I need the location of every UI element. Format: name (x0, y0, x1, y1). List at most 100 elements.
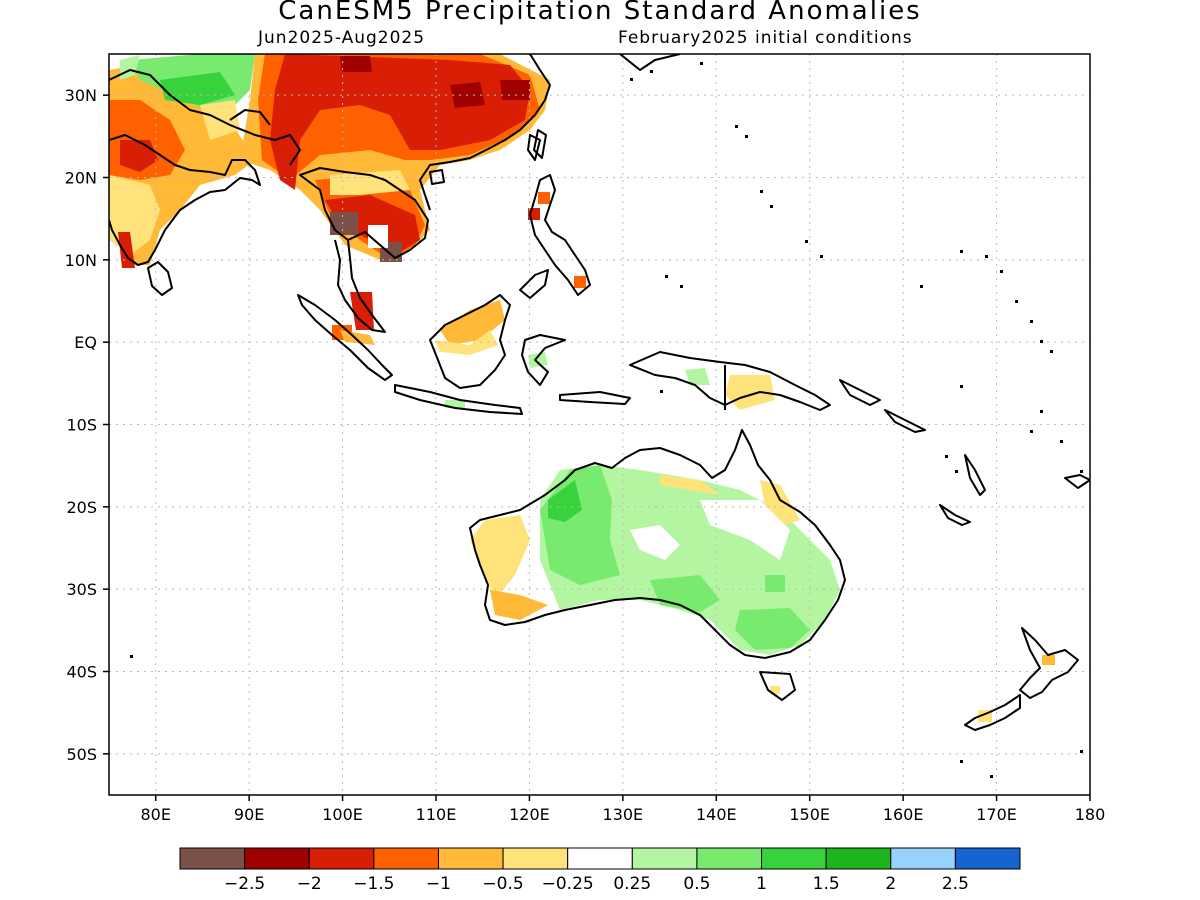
colorbar-swatch (825, 847, 892, 870)
island-dot (1080, 750, 1083, 753)
china-dry-extreme-3 (500, 80, 530, 100)
island-dot (630, 78, 633, 81)
colorbar-label: 0.25 (613, 874, 651, 894)
lat-tick-label: 30N (65, 86, 97, 105)
island-dot (960, 760, 963, 763)
anomaly-shading (109, 54, 1055, 722)
island-dot (1040, 340, 1043, 343)
island-dot (960, 250, 963, 253)
colorbar: −2.5 −2 −1.5 −1 −0.5 −0.25 0.25 0.5 1 1.5 2 2.5 (179, 847, 1021, 894)
island-dot (945, 455, 948, 458)
lon-tick-label: 90E (234, 805, 264, 824)
colorbar-label: 2.5 (942, 874, 969, 894)
island-dot (130, 655, 133, 658)
island-dot (665, 275, 668, 278)
island-dot (650, 70, 653, 73)
australia-dry-ne (760, 480, 800, 525)
himalaya-wet-light (120, 55, 140, 80)
colorbar-swatch (696, 847, 763, 870)
colorbar-label: 2 (885, 874, 896, 894)
lon-tick-label: 180 (1075, 805, 1106, 824)
china-dry-extreme-1 (340, 56, 372, 72)
island-dot (920, 285, 923, 288)
australia-wet-spot (765, 575, 785, 592)
indochina-extreme-1 (330, 212, 358, 235)
lon-tick-label: 170E (976, 805, 1017, 824)
island-dot (960, 385, 963, 388)
island-dot (985, 255, 988, 258)
island-dot (745, 135, 748, 138)
colorbar-label: −0.25 (542, 874, 594, 894)
colorbar-label: −0.5 (482, 874, 523, 894)
lat-tick-label: 30S (66, 580, 97, 599)
forecast-period: Jun2025-Aug2025 (258, 28, 426, 48)
lon-tick-label: 100E (322, 805, 363, 824)
island-dot (1000, 270, 1003, 273)
australia-wet-core-nw (548, 480, 582, 522)
island-dot (1015, 300, 1018, 303)
colorbar-swatch (437, 847, 504, 870)
australia-neutral-1 (630, 525, 680, 560)
philippines-dry-1 (538, 192, 550, 204)
island-dot (680, 285, 683, 288)
australia-dry-sw (490, 590, 548, 620)
colorbar-swatch (373, 847, 439, 870)
colorbar-swatch (761, 847, 827, 870)
island-dot (1050, 350, 1053, 353)
indochina-neutral (368, 225, 388, 248)
island-dot (820, 255, 823, 258)
island-dot (1080, 470, 1083, 473)
borneo-dry (440, 300, 505, 345)
sumatra-light (340, 330, 375, 345)
lat-tick-label: 20S (66, 498, 97, 517)
island-dot (990, 775, 993, 778)
philippines-dry-3 (574, 276, 586, 288)
australia-neutral-2 (700, 500, 790, 560)
island-dot (660, 390, 663, 393)
australia-dry-west (470, 515, 530, 600)
colorbar-label: −2.5 (224, 874, 265, 894)
colorbar-label: −1.5 (353, 874, 394, 894)
newguinea-wet (685, 368, 710, 385)
colorbar-swatch (567, 847, 633, 870)
colorbar-swatch (308, 847, 375, 870)
lat-tick-label: EQ (74, 333, 97, 352)
island-dot (1030, 320, 1033, 323)
sulawesi-wet (528, 352, 548, 368)
lon-tick-label: 150E (789, 805, 830, 824)
colorbar-label: −1 (426, 874, 451, 894)
australia-wet-se (735, 608, 810, 650)
nz-dry-1 (1042, 655, 1055, 665)
lat-tick-label: 10S (66, 416, 97, 435)
colorbar-swatch (502, 847, 569, 870)
colorbar-swatch (954, 847, 1021, 870)
lon-tick-label: 160E (883, 805, 924, 824)
malay-dry (350, 292, 374, 330)
newguinea-light (725, 375, 775, 410)
island-dot (805, 240, 808, 243)
colorbar-label: 0.5 (683, 874, 710, 894)
lat-tick-label: 10N (65, 251, 97, 270)
map-title: CanESM5 Precipitation Standard Anomalies (278, 0, 922, 26)
initial-conditions: February2025 initial conditions (618, 28, 913, 48)
lon-tick-label: 110E (416, 805, 457, 824)
lon-tick-label: 120E (509, 805, 550, 824)
lon-tick-label: 130E (603, 805, 644, 824)
lon-tick-label: 140E (696, 805, 737, 824)
island-dot (735, 125, 738, 128)
lat-tick-label: 20N (65, 169, 97, 188)
colorbar-label: 1.5 (813, 874, 840, 894)
colorbar-label: −2 (297, 874, 322, 894)
island-dot (955, 470, 958, 473)
coastlines (109, 54, 1090, 731)
himalaya-wet-core (160, 72, 235, 105)
lat-axis: 30N 20N 10N EQ 10S 20S 30S 40S 50S (65, 86, 109, 764)
lon-axis: 80E 90E 100E 110E 120E 130E 140E 150E 160E 170E 18… (140, 795, 1105, 824)
colorbar-swatch (890, 847, 956, 870)
lat-tick-label: 50S (66, 745, 97, 764)
colorbar-swatch (631, 847, 698, 870)
island-dot (1030, 430, 1033, 433)
island-dot (770, 205, 773, 208)
borneo-light (435, 330, 498, 355)
